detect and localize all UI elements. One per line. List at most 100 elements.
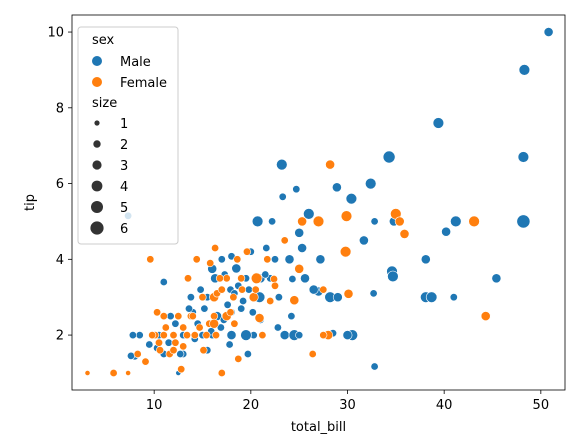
point-female-14 bbox=[394, 216, 405, 227]
point-female-51 bbox=[183, 331, 192, 340]
point-male-90 bbox=[370, 362, 379, 371]
point-female-18 bbox=[339, 246, 352, 258]
point-male-25 bbox=[315, 254, 326, 265]
point-female-73 bbox=[270, 281, 279, 290]
point-female-71 bbox=[238, 285, 247, 294]
point-male-23 bbox=[297, 243, 307, 253]
point-female-50 bbox=[179, 342, 188, 351]
point-female-52 bbox=[190, 331, 199, 340]
point-male-102 bbox=[196, 285, 205, 294]
legend-hue-entries: Male Female bbox=[92, 55, 167, 91]
point-male-69 bbox=[226, 330, 237, 340]
point-female-63 bbox=[171, 338, 180, 347]
point-male-15 bbox=[370, 217, 379, 226]
point-female-3 bbox=[217, 368, 226, 377]
point-female-54 bbox=[209, 318, 219, 329]
y-axis-label: tip bbox=[23, 194, 38, 211]
point-male-30 bbox=[217, 255, 226, 264]
point-female-4 bbox=[146, 255, 155, 264]
x-tick-label-3: 40 bbox=[436, 398, 453, 413]
legend-size-label-2: 2 bbox=[120, 138, 128, 153]
point-male-35 bbox=[387, 270, 399, 283]
point-female-74 bbox=[169, 346, 178, 355]
point-male-80 bbox=[295, 331, 304, 340]
legend-size-entries: 1 2 3 4 5 6 bbox=[90, 117, 128, 237]
point-female-64 bbox=[177, 365, 186, 374]
point-male-16 bbox=[251, 215, 264, 228]
y-tick-label-1: 4 bbox=[56, 253, 64, 268]
legend-label-male: Male bbox=[120, 55, 151, 70]
legend: sex Male Female size 1 2 3 4 5 6 bbox=[77, 26, 179, 245]
point-female-26 bbox=[254, 313, 265, 323]
point-female-5 bbox=[211, 244, 220, 253]
point-male-81 bbox=[145, 340, 154, 349]
point-female-37 bbox=[195, 323, 204, 332]
point-female-24 bbox=[250, 272, 263, 284]
point-male-2 bbox=[432, 117, 445, 129]
point-male-11 bbox=[278, 192, 287, 201]
point-male-92 bbox=[176, 349, 185, 358]
y-tick-label-0: 2 bbox=[56, 329, 64, 344]
point-female-70 bbox=[188, 312, 197, 321]
point-male-12 bbox=[516, 214, 531, 229]
point-male-48 bbox=[332, 292, 343, 303]
point-male-19 bbox=[294, 227, 305, 238]
point-male-110 bbox=[216, 323, 225, 332]
point-female-32 bbox=[229, 293, 238, 302]
legend-size-title: size bbox=[92, 96, 117, 111]
point-male-0 bbox=[543, 27, 554, 37]
point-female-35 bbox=[174, 312, 183, 321]
point-female-9 bbox=[297, 216, 307, 227]
point-female-60 bbox=[141, 357, 150, 366]
x-tick-label-0: 10 bbox=[146, 398, 163, 413]
point-male-88 bbox=[127, 351, 136, 360]
point-male-27 bbox=[270, 255, 279, 264]
point-male-75 bbox=[135, 331, 144, 340]
point-male-6 bbox=[365, 177, 377, 190]
point-female-12 bbox=[340, 210, 353, 222]
point-female-76 bbox=[226, 308, 235, 317]
point-male-57 bbox=[237, 304, 246, 313]
point-female-62 bbox=[155, 338, 164, 347]
point-male-45 bbox=[425, 291, 438, 303]
legend-size-label-6: 6 bbox=[120, 222, 128, 237]
point-male-26 bbox=[284, 254, 295, 265]
point-female-16 bbox=[468, 215, 480, 228]
point-female-17 bbox=[480, 311, 491, 321]
point-male-24 bbox=[420, 254, 431, 265]
point-female-79 bbox=[233, 255, 242, 264]
point-male-99 bbox=[308, 284, 319, 295]
point-female-31 bbox=[184, 274, 193, 283]
point-female-34 bbox=[153, 308, 162, 317]
point-male-21 bbox=[441, 226, 451, 237]
point-male-112 bbox=[171, 319, 180, 328]
point-female-53 bbox=[202, 331, 211, 340]
point-female-44 bbox=[266, 296, 275, 305]
point-male-111 bbox=[166, 312, 175, 321]
y-tick-label-3: 8 bbox=[56, 101, 64, 116]
point-male-32 bbox=[262, 244, 271, 253]
point-female-47 bbox=[159, 331, 168, 340]
point-male-86 bbox=[243, 349, 252, 358]
point-male-5 bbox=[276, 158, 288, 171]
legend-size-label-1: 1 bbox=[120, 117, 128, 132]
point-male-43 bbox=[369, 289, 378, 298]
point-female-46 bbox=[156, 346, 165, 355]
x-tick-label-1: 20 bbox=[243, 398, 260, 413]
point-female-68 bbox=[206, 259, 215, 268]
point-male-58 bbox=[159, 277, 168, 286]
y-axis-ticks: 2 4 6 8 10 bbox=[47, 26, 72, 344]
point-female-39 bbox=[210, 312, 219, 321]
x-tick-label-4: 50 bbox=[533, 398, 550, 413]
point-male-13 bbox=[450, 215, 462, 228]
point-female-27 bbox=[237, 274, 246, 283]
legend-size-marker-3 bbox=[92, 160, 102, 170]
point-female-42 bbox=[230, 319, 239, 328]
legend-size-marker-1 bbox=[94, 120, 100, 126]
y-tick-label-4: 10 bbox=[47, 26, 64, 41]
point-male-9 bbox=[345, 193, 358, 205]
point-female-69 bbox=[179, 323, 188, 332]
point-male-93 bbox=[164, 338, 173, 347]
point-male-50 bbox=[288, 274, 297, 283]
point-male-46 bbox=[449, 293, 458, 302]
